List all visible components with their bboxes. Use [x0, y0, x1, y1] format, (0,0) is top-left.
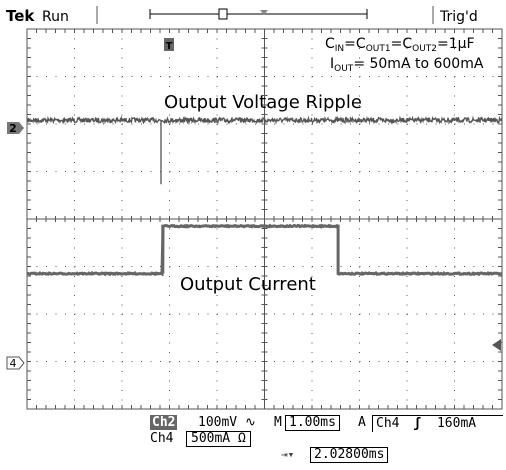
trigger-source: Ch4 [376, 416, 400, 431]
trigger-mode-prefix: A [358, 415, 366, 430]
output-current-label: Output Current [180, 274, 316, 295]
ch4-trace [26, 223, 503, 277]
ch2-name-badge[interactable]: Ch2 [150, 415, 178, 430]
ch2-ground-marker[interactable]: 2 [7, 122, 24, 135]
ch4-ground-marker[interactable]: 4 [6, 356, 25, 370]
delay-icon: ⇥▾ [281, 448, 295, 461]
ch2-scale[interactable]: 100mV ∿ [198, 415, 256, 430]
record-marker-icon [218, 8, 228, 20]
trigger-level-icon[interactable] [492, 339, 501, 351]
record-window[interactable] [149, 8, 368, 20]
timebase-prefix: M [274, 415, 282, 430]
ch4-scale[interactable]: 500mA Ω [186, 431, 251, 447]
trigger-level-value: 160mA [436, 416, 477, 431]
ch4-scale-value: 500mA [191, 431, 231, 446]
current-step-annotation: IOUT= 50mA to 600mA [330, 56, 484, 74]
ch2-trace [26, 115, 503, 185]
ch4-name-label[interactable]: Ch4 [150, 431, 174, 446]
ch2-coupling-icon: ∿ [244, 415, 256, 430]
ch2-scale-value: 100mV [198, 415, 238, 430]
ch4-coupling-icon: Ω [237, 431, 246, 446]
trigger-marker: T [164, 38, 174, 52]
ch4-marker-label: 4 [10, 357, 17, 370]
trigger-readout[interactable]: Ch4 ʃ 160mA [372, 415, 503, 432]
brand-label: Tek [6, 7, 35, 25]
trigger-position-icon [260, 10, 268, 15]
capacitance-annotation: CIN=COUT1=COUT2=1μF [325, 36, 475, 54]
ch2-marker-label: 2 [9, 122, 17, 135]
trigger-status: Trig'd [439, 9, 478, 25]
trigger-slope-icon: ʃ [413, 416, 422, 431]
trigger-marker-label: T [166, 41, 173, 52]
voltage-ripple-label: Output Voltage Ripple [164, 92, 362, 113]
graticule [26, 28, 503, 410]
timebase-value[interactable]: 1.00ms [285, 415, 340, 431]
delay-value[interactable]: 2.02800ms [310, 447, 389, 463]
run-status: Run [42, 9, 69, 25]
